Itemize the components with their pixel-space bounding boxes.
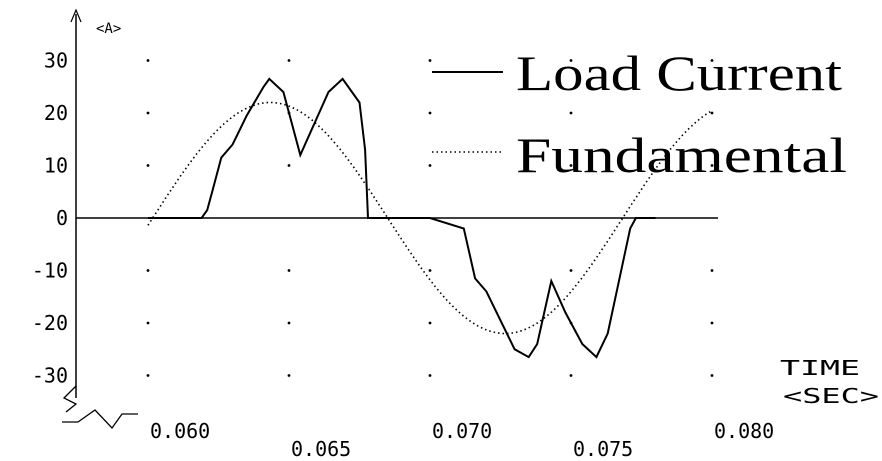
grid-dot <box>428 59 432 62</box>
grid-dots <box>146 59 714 377</box>
x-tick-labels: 0.060 0.065 0.070 0.075 0.080 <box>150 419 774 461</box>
grid-dot <box>710 374 714 377</box>
grid-dot <box>710 321 714 325</box>
y-tick-label: 30 <box>44 49 68 73</box>
x-tick-label: 0.080 <box>714 419 774 443</box>
grid-dot <box>146 164 150 167</box>
grid-dot <box>287 321 291 325</box>
grid-dot <box>569 111 573 115</box>
grid-dot <box>710 164 714 167</box>
y-tick-label: 10 <box>44 154 68 178</box>
x-axis-break-mark <box>62 409 138 430</box>
grid-dot <box>428 321 432 325</box>
y-tick-label: 0 <box>56 206 68 230</box>
y-axis-arrow <box>70 8 82 23</box>
series-line-load-current <box>148 77 656 359</box>
grid-dot <box>287 269 291 272</box>
grid-dot <box>287 59 291 62</box>
x-tick-label: 0.060 <box>150 419 210 443</box>
grid-dot <box>569 374 573 377</box>
x-tick-label: 0.075 <box>573 437 633 461</box>
grid-dot <box>569 164 573 167</box>
grid-dot <box>428 164 432 167</box>
legend-label-fundamental: Fundamental <box>516 127 847 183</box>
grid-dot <box>428 374 432 377</box>
grid-dot <box>569 269 573 272</box>
grid-dot <box>146 374 150 377</box>
grid-dot <box>569 59 573 62</box>
grid-dot <box>710 269 714 272</box>
x-tick-label: 0.065 <box>291 437 351 461</box>
y-tick-label: -10 <box>32 259 68 283</box>
grid-dot <box>146 59 150 62</box>
grid-dot <box>710 59 714 62</box>
y-tick-label: 20 <box>44 101 68 125</box>
grid-dot <box>146 111 150 115</box>
grid-dot <box>146 321 150 325</box>
grid-dot <box>710 111 714 115</box>
grid-dot <box>146 269 150 272</box>
x-axis-label-sec: <SEC> <box>783 384 879 408</box>
y-tick-label: -30 <box>32 364 68 388</box>
y-tick-labels: 30 20 10 0 -10 -20 -30 <box>32 49 68 388</box>
x-axis-label-time: TIME <box>780 356 860 380</box>
grid-dot <box>287 164 291 167</box>
series-line-fundamental <box>147 101 713 335</box>
grid-dot <box>428 269 432 272</box>
grid-dot <box>287 374 291 377</box>
y-tick-label: -20 <box>32 311 68 335</box>
y-unit-label: <A> <box>96 21 121 37</box>
grid-dot <box>428 111 432 115</box>
x-tick-label: 0.070 <box>432 419 492 443</box>
axis-break-mark <box>62 385 78 413</box>
legend-label-load-current: Load Current <box>516 45 842 101</box>
